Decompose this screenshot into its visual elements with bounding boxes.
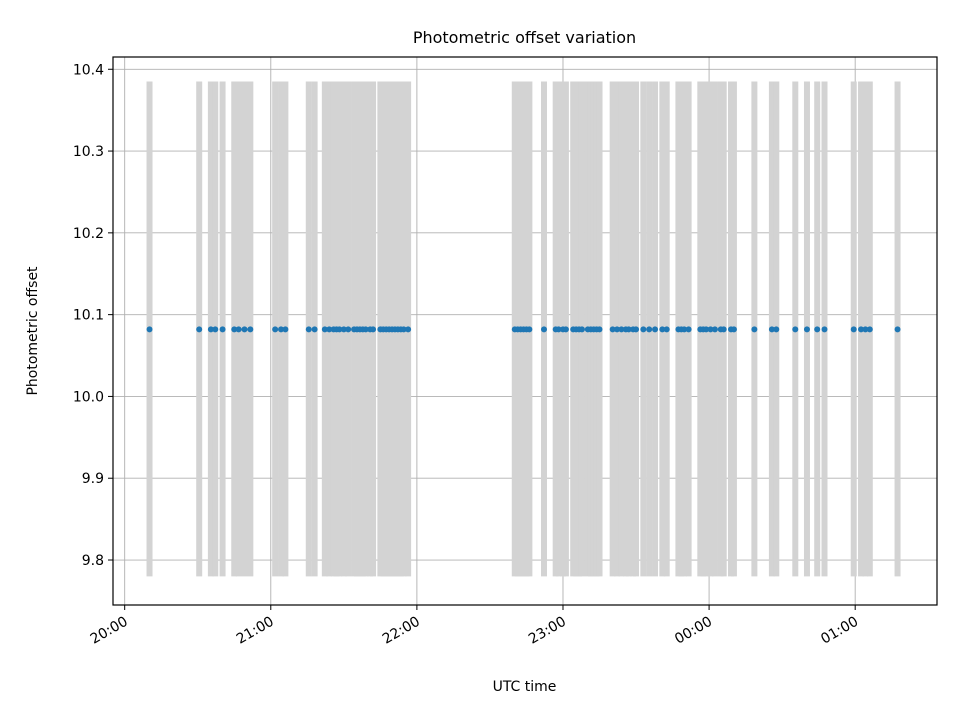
data-point (212, 326, 219, 333)
data-point (614, 326, 621, 333)
data-point (362, 326, 369, 333)
data-point (400, 326, 407, 333)
data-point (146, 326, 153, 333)
plot-frame (112, 56, 938, 606)
data-point (633, 326, 640, 333)
data-point (345, 326, 352, 333)
data-point (235, 326, 242, 333)
data-point (663, 326, 670, 333)
data-point (405, 326, 412, 333)
data-point (720, 326, 727, 333)
data-point (247, 326, 254, 333)
data-point (814, 326, 821, 333)
data-point (685, 326, 692, 333)
data-point (773, 326, 780, 333)
data-point (646, 326, 653, 333)
data-point (219, 326, 226, 333)
data-point (326, 326, 333, 333)
data-point (562, 326, 569, 333)
y-tick-label: 10.0 (73, 389, 104, 405)
data-points (146, 326, 901, 333)
data-point (596, 326, 603, 333)
data-point (282, 326, 289, 333)
data-point (707, 326, 714, 333)
y-tick-label: 10.2 (73, 226, 104, 242)
data-point (540, 326, 547, 333)
chart-title: Photometric offset variation (413, 28, 636, 47)
data-point (231, 326, 238, 333)
data-point (821, 326, 828, 333)
y-axis-label: Photometric offset (25, 266, 41, 396)
data-point (866, 326, 873, 333)
data-point (578, 326, 585, 333)
data-point (321, 326, 328, 333)
data-point (618, 326, 625, 333)
data-point (272, 326, 279, 333)
y-tick-label: 10.1 (73, 308, 104, 324)
data-point (609, 326, 616, 333)
data-point (858, 326, 865, 333)
data-point (681, 326, 688, 333)
data-point (555, 326, 562, 333)
data-point (652, 326, 659, 333)
data-point (640, 326, 647, 333)
x-axis-label: UTC time (493, 679, 557, 695)
data-point (370, 326, 377, 333)
data-point (336, 326, 343, 333)
data-point (241, 326, 248, 333)
data-point (305, 326, 312, 333)
data-point (311, 326, 318, 333)
data-point (278, 326, 285, 333)
data-point (792, 326, 799, 333)
data-point (862, 326, 869, 333)
data-point (340, 326, 347, 333)
data-point (711, 326, 718, 333)
data-point (768, 326, 775, 333)
data-point (659, 326, 666, 333)
data-point (625, 326, 632, 333)
y-tick-label: 9.8 (82, 553, 104, 569)
data-point (526, 326, 533, 333)
data-point (196, 326, 203, 333)
data-point (730, 326, 737, 333)
y-tick-label: 10.4 (73, 62, 104, 78)
data-point (207, 326, 214, 333)
data-point (803, 326, 810, 333)
data-point (751, 326, 758, 333)
y-tick-label: 9.9 (82, 471, 104, 487)
data-point (703, 326, 710, 333)
data-point (894, 326, 901, 333)
y-axis-ticks: 9.8 9.9 10.0 10.1 10.2 10.3 10.4 (73, 62, 113, 569)
data-point (850, 326, 857, 333)
y-tick-label: 10.3 (73, 144, 104, 160)
